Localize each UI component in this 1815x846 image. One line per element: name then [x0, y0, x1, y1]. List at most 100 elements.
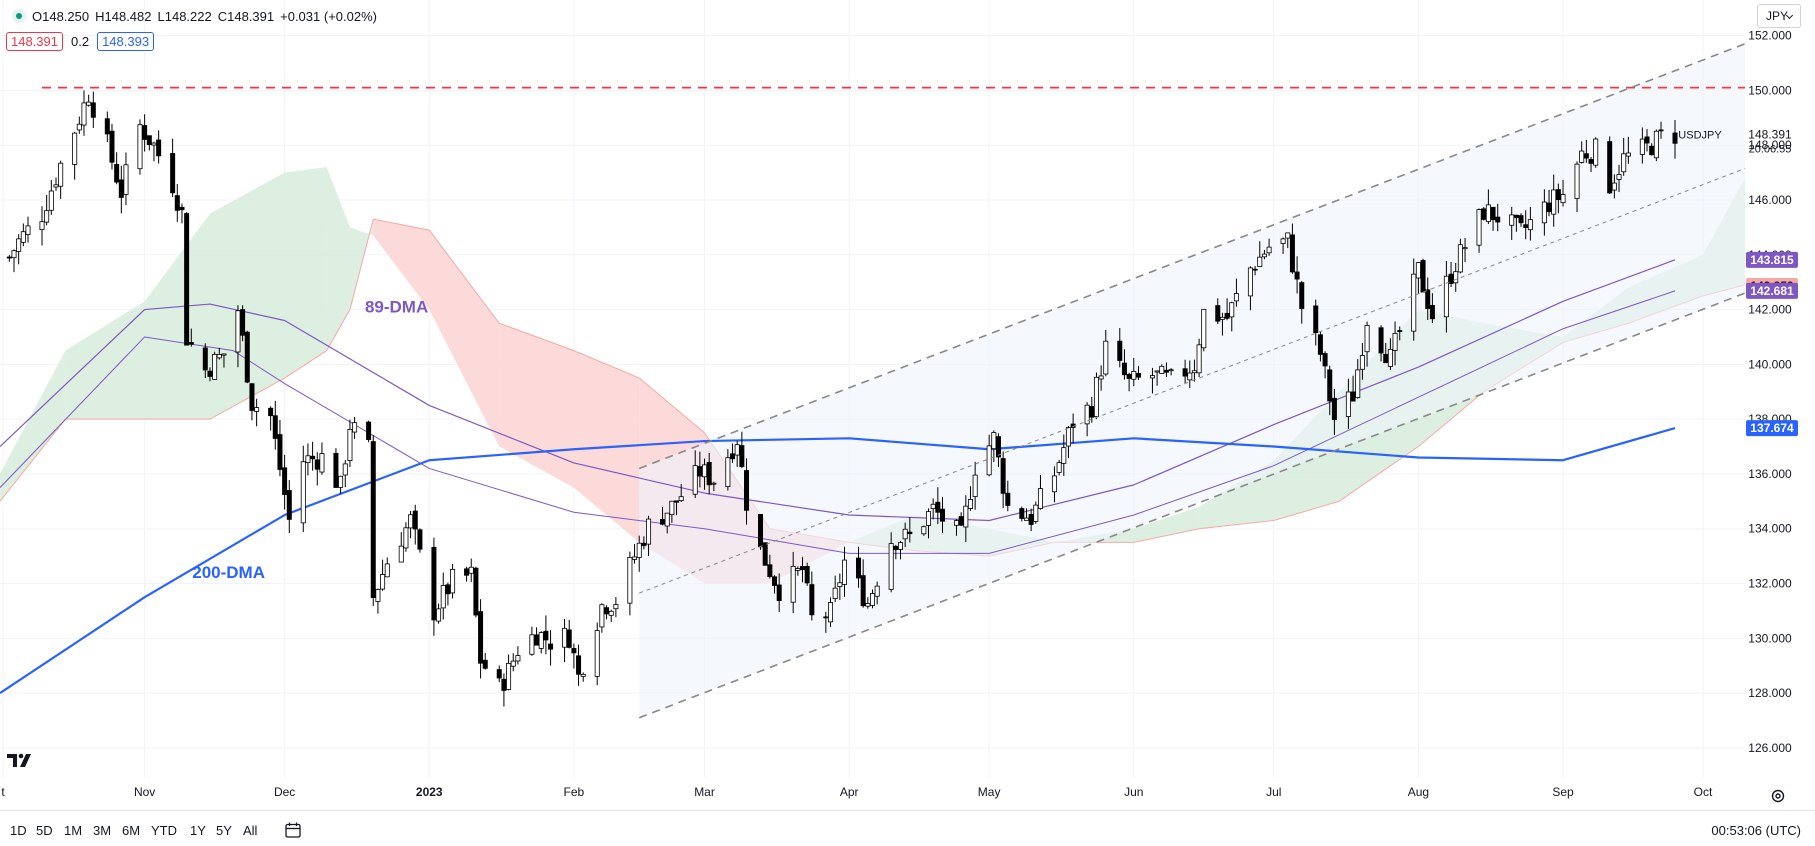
candle-body [440, 585, 446, 609]
candle-body [445, 584, 451, 595]
candle-body [1126, 374, 1132, 379]
candle-body [240, 309, 246, 336]
bottom-toolbar: 1D 5D 1M 3M 6M YTD 1Y 5Y All 00:53:06 (U… [0, 810, 1815, 846]
candle-body [842, 559, 848, 585]
range-1m[interactable]: 1M [64, 823, 83, 838]
candle-body [1443, 275, 1449, 318]
candle-body [72, 132, 78, 165]
candle-body [543, 630, 549, 641]
candle-body [118, 179, 124, 198]
candle-body [1229, 302, 1235, 318]
candle-body [48, 190, 54, 211]
candle-body [1154, 370, 1160, 373]
x-tick-label: Mar [694, 785, 715, 799]
candle-body [800, 566, 806, 571]
candle-body [767, 564, 773, 577]
candle-body [1149, 375, 1155, 379]
candle-body [1551, 189, 1557, 215]
tradingview-logo-icon[interactable] [6, 750, 38, 770]
time-axis[interactable]: t Nov Dec 2023 Feb Mar Apr May Jun Jul Aug Sep Oct [1, 785, 1713, 799]
range-3m[interactable]: 3M [93, 823, 112, 838]
gear-icon[interactable] [1770, 788, 1786, 804]
candle-body [11, 250, 17, 259]
candle-body [995, 436, 1001, 458]
x-tick-label: Nov [134, 785, 155, 799]
candle-body [510, 660, 516, 667]
candle-body [123, 164, 129, 195]
candle-body [1331, 397, 1337, 421]
x-tick-label: May [978, 785, 1001, 799]
candle-body [660, 519, 666, 525]
currency-select[interactable]: JPY [1757, 4, 1801, 28]
candle-body [632, 556, 638, 560]
candle-body [506, 663, 512, 690]
candle-body [725, 457, 731, 487]
candle-body [1429, 305, 1435, 320]
candle-body [398, 545, 404, 563]
candle-body [179, 206, 185, 211]
candle-body [1583, 153, 1589, 159]
candle-body [244, 331, 250, 383]
candle-body [664, 512, 670, 527]
candle-body [1574, 163, 1580, 199]
candle-body [39, 221, 45, 230]
ohlc-change: +0.031 (+0.02%) [280, 8, 377, 24]
candle-body [1649, 145, 1655, 156]
candle-body [986, 445, 992, 476]
spread-value: 0.2 [71, 34, 90, 49]
symbol-label: USDJPY [1678, 129, 1722, 141]
candle-body [347, 429, 353, 461]
candle-body [734, 444, 740, 456]
annotation-label: 89-DMA [365, 297, 428, 316]
candle-body [1588, 159, 1594, 164]
candle-body [16, 238, 22, 252]
x-tick-label: t [1, 785, 5, 799]
sell-price-button[interactable]: 148.391 [6, 32, 63, 51]
candle-body [930, 503, 936, 509]
candle-body [1639, 138, 1645, 155]
range-1d[interactable]: 1D [10, 823, 27, 838]
candle-body [184, 213, 190, 346]
candle-body [1103, 340, 1109, 375]
candle-body [300, 461, 306, 524]
candle-body [468, 566, 474, 574]
candle-body [380, 574, 386, 590]
candle-body [1527, 219, 1533, 231]
range-5y[interactable]: 5Y [216, 823, 232, 838]
candle-body [156, 139, 162, 157]
price-chart[interactable]: 89-DMA 200-DMA 152.000 150.000 148.000 146.0… [0, 0, 1815, 810]
price-axis[interactable]: 152.000150.000148.000146.000144.000142.0… [1678, 29, 1798, 755]
candle-body [286, 490, 292, 520]
candle-body [627, 557, 633, 604]
candle-body [967, 498, 973, 509]
candle-body [837, 582, 843, 587]
candle-body [1625, 152, 1631, 157]
candle-body [571, 648, 577, 654]
range-1y[interactable]: 1Y [190, 823, 206, 838]
candle-body [692, 465, 698, 495]
candles [6, 90, 1678, 707]
candle-body [594, 630, 600, 677]
candle-body [1345, 391, 1351, 417]
candle-body [1000, 458, 1006, 494]
candle-body [897, 542, 903, 550]
candle-body [608, 610, 614, 616]
candle-body [534, 634, 540, 646]
candle-body [1191, 370, 1197, 374]
buy-price-button[interactable]: 148.393 [97, 32, 155, 51]
range-5d[interactable]: 5D [36, 823, 53, 838]
calendar-icon[interactable] [284, 821, 302, 839]
candle-body [1607, 141, 1613, 194]
candle-body [249, 383, 255, 411]
candle-body [1546, 202, 1552, 213]
candle-body [804, 566, 810, 584]
candle-body [1378, 327, 1384, 354]
candle-body [1322, 353, 1328, 367]
range-all[interactable]: All [243, 823, 258, 838]
candle-body [1387, 348, 1393, 367]
range-ytd[interactable]: YTD [151, 823, 177, 838]
range-6m[interactable]: 6M [122, 823, 141, 838]
candle-body [1261, 253, 1267, 258]
candle-body [1061, 447, 1067, 464]
candle-body [1420, 260, 1426, 293]
